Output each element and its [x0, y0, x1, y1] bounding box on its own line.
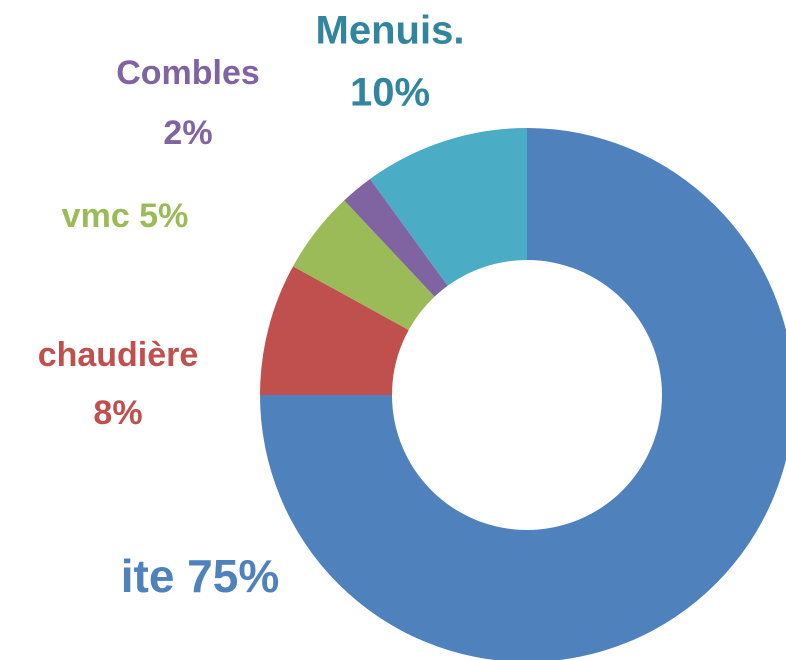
donut-segment: [260, 266, 409, 395]
data-label: vmc 5%: [62, 197, 189, 235]
value-label: 5%: [130, 197, 189, 235]
value-label: 8%: [93, 394, 142, 432]
value-label: 10%: [350, 71, 430, 115]
category-label: vmc: [62, 197, 130, 235]
category-label: ite: [121, 550, 175, 602]
donut-segment: [260, 128, 786, 660]
value-label: 2%: [163, 114, 212, 152]
donut-segment: [344, 178, 448, 297]
data-label: ite 75%: [121, 550, 280, 602]
category-label: Combles: [116, 54, 260, 92]
category-label: Menuis.: [316, 9, 465, 53]
category-label: chaudière: [38, 336, 199, 374]
donut-segment: [370, 128, 527, 286]
value-label: 75%: [174, 550, 279, 602]
donut-segment: [293, 200, 435, 330]
